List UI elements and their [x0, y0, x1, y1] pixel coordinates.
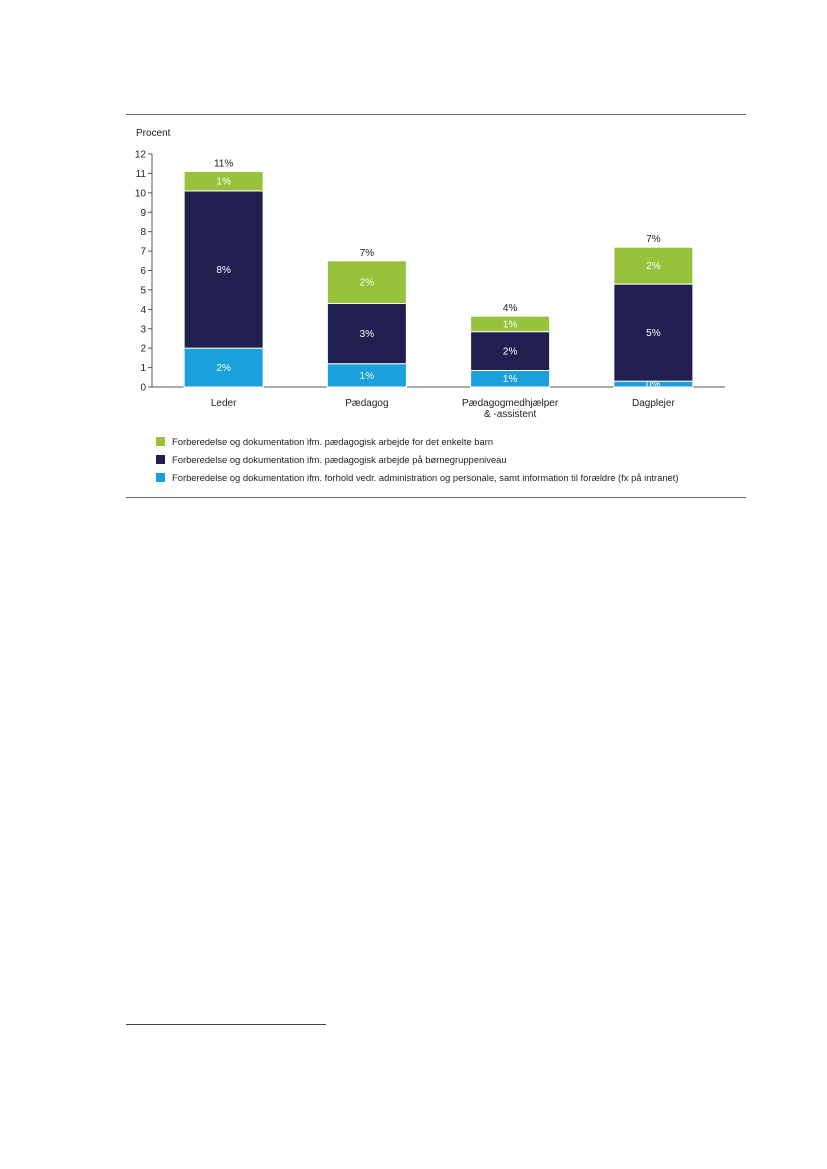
bar-segment-label: 2% — [360, 278, 375, 289]
legend-label: Forberedelse og dokumentation ifm. pædag… — [172, 453, 507, 465]
bar-segment — [326, 260, 407, 305]
x-category-label: Leder — [211, 398, 237, 409]
bar-segment-label: 1% — [503, 374, 518, 385]
bar-segment — [326, 303, 407, 365]
bar-segment-label: 8% — [216, 265, 231, 276]
bar-segment-label: 5% — [646, 328, 661, 339]
y-tick-label: 11 — [136, 169, 147, 180]
bar-segment — [470, 331, 551, 371]
legend-swatch — [156, 454, 165, 464]
chart-legend: Forberedelse og dokumentation ifm. pædag… — [156, 433, 679, 487]
x-category-label: Pædagog — [345, 398, 388, 409]
bar-segment-label: 1% — [360, 371, 375, 382]
legend-item: Forberedelse og dokumentation ifm. forho… — [156, 469, 679, 485]
footnote-separator — [126, 1024, 326, 1025]
y-tick-label: 6 — [140, 266, 146, 277]
bar-segment-label: 2% — [216, 363, 231, 374]
x-category-label: & -assistent — [484, 409, 536, 420]
legend-swatch — [156, 472, 165, 482]
bar-total-label: 11% — [214, 158, 233, 169]
legend-label: Forberedelse og dokumentation ifm. pædag… — [172, 435, 494, 447]
bar-segment — [183, 170, 264, 192]
bar-total-label: 7% — [360, 248, 375, 259]
bar-segment-label: 2% — [646, 261, 661, 272]
legend-item: Forberedelse og dokumentation ifm. pædag… — [156, 451, 679, 467]
legend-item: Forberedelse og dokumentation ifm. pædag… — [156, 433, 679, 449]
y-tick-label: 8 — [140, 227, 146, 238]
legend-label: Forberedelse og dokumentation ifm. forho… — [172, 471, 679, 483]
figure-top-rule — [126, 114, 746, 115]
bar-segment-label: 1% — [503, 319, 518, 330]
y-tick-label: 5 — [140, 285, 146, 296]
y-tick-label: 9 — [140, 208, 146, 219]
bar-total-label: 4% — [503, 303, 518, 314]
y-tick-label: 4 — [140, 305, 146, 316]
bar-total-label: 7% — [646, 234, 661, 245]
y-tick-label: 2 — [140, 344, 146, 355]
figure-bottom-rule — [126, 497, 746, 498]
y-tick-label: 10 — [135, 188, 147, 199]
x-category-label: Dagplejer — [632, 398, 675, 409]
bar-segment — [183, 347, 264, 388]
y-tick-label: 3 — [140, 324, 146, 335]
legend-swatch — [156, 436, 165, 446]
bar-segment-label: 2% — [503, 347, 518, 358]
bar-segment-label: 0% — [646, 380, 661, 391]
stacked-bar-chart: Procent01234567891011122%8%1%11%Leder1%3… — [135, 128, 725, 420]
y-axis-title: Procent — [136, 128, 171, 139]
bar-segment-label: 3% — [360, 329, 375, 340]
x-category-label: Pædagogmedhjælper — [462, 398, 559, 409]
bar-segment-label: 1% — [216, 177, 231, 188]
y-tick-label: 12 — [135, 150, 147, 161]
bar-segment — [613, 246, 694, 285]
bar-segment — [183, 190, 264, 349]
y-tick-label: 7 — [140, 247, 146, 258]
bar-segment — [470, 315, 551, 333]
bar-segment — [613, 283, 694, 382]
y-tick-label: 0 — [140, 383, 146, 394]
y-tick-label: 1 — [140, 363, 146, 374]
